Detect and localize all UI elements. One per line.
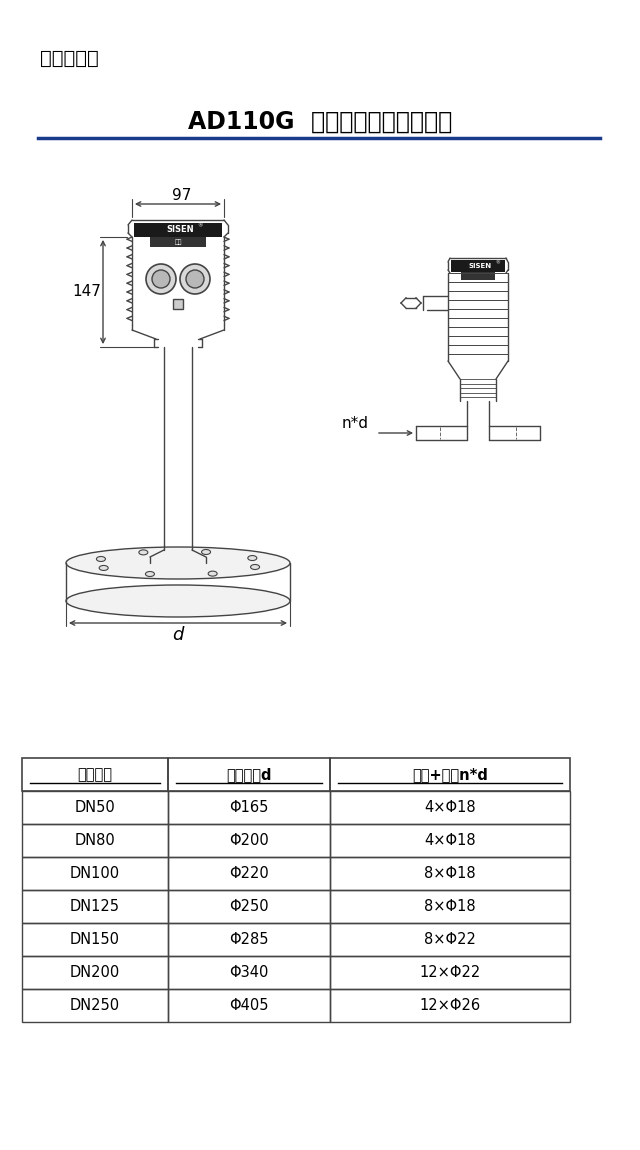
- Bar: [22, 857, 168, 890]
- Ellipse shape: [208, 572, 217, 576]
- Text: 8×Φ18: 8×Φ18: [424, 899, 476, 914]
- Bar: [22, 923, 168, 956]
- Text: 147: 147: [72, 284, 101, 299]
- Text: DN250: DN250: [70, 998, 120, 1013]
- Text: 4×Φ18: 4×Φ18: [424, 833, 476, 848]
- Text: 法兰规格: 法兰规格: [77, 767, 113, 782]
- Bar: [168, 923, 330, 956]
- Bar: [22, 825, 168, 857]
- Ellipse shape: [202, 550, 211, 554]
- Text: Φ340: Φ340: [229, 965, 269, 980]
- Ellipse shape: [99, 566, 108, 570]
- Bar: [22, 758, 168, 791]
- Bar: [173, 299, 183, 309]
- Bar: [168, 956, 330, 989]
- Ellipse shape: [248, 555, 257, 560]
- Text: Φ285: Φ285: [229, 932, 269, 946]
- Text: DN50: DN50: [75, 800, 115, 815]
- Text: DN80: DN80: [75, 833, 115, 848]
- Text: 产品尺寸图: 产品尺寸图: [40, 48, 99, 68]
- Text: Φ200: Φ200: [229, 833, 269, 848]
- Text: 孔数+孔径n*d: 孔数+孔径n*d: [412, 767, 488, 782]
- Bar: [22, 956, 168, 989]
- Text: 97: 97: [172, 189, 192, 204]
- Bar: [22, 791, 168, 825]
- Bar: [168, 791, 330, 825]
- Bar: [168, 890, 330, 923]
- Bar: [168, 825, 330, 857]
- Text: ®: ®: [197, 223, 203, 229]
- Ellipse shape: [66, 547, 290, 578]
- Ellipse shape: [139, 550, 148, 555]
- Text: Φ165: Φ165: [229, 800, 269, 815]
- Text: SISEN: SISEN: [468, 263, 492, 269]
- Text: 8×Φ18: 8×Φ18: [424, 866, 476, 881]
- Bar: [330, 890, 570, 923]
- Text: 法兰外径d: 法兰外径d: [227, 767, 272, 782]
- Circle shape: [186, 270, 204, 288]
- Text: ®: ®: [495, 261, 500, 266]
- Bar: [134, 223, 222, 237]
- Ellipse shape: [97, 557, 106, 561]
- Text: DN150: DN150: [70, 932, 120, 946]
- Bar: [150, 237, 206, 247]
- Text: Φ220: Φ220: [229, 866, 269, 881]
- Text: Φ250: Φ250: [229, 899, 269, 914]
- Bar: [461, 273, 495, 279]
- Text: d: d: [172, 626, 184, 644]
- Bar: [330, 791, 570, 825]
- Bar: [22, 890, 168, 923]
- Text: 8×Φ22: 8×Φ22: [424, 932, 476, 946]
- Circle shape: [180, 264, 210, 294]
- Circle shape: [146, 264, 176, 294]
- Ellipse shape: [250, 565, 260, 569]
- Text: 12×Φ22: 12×Φ22: [419, 965, 481, 980]
- Bar: [330, 857, 570, 890]
- Text: Φ405: Φ405: [229, 998, 269, 1013]
- Bar: [168, 857, 330, 890]
- Bar: [330, 956, 570, 989]
- Bar: [330, 989, 570, 1022]
- Bar: [330, 923, 570, 956]
- Bar: [168, 758, 330, 791]
- Text: DN125: DN125: [70, 899, 120, 914]
- Ellipse shape: [145, 572, 154, 576]
- Text: SISEN: SISEN: [166, 225, 194, 235]
- Bar: [330, 758, 570, 791]
- Text: DN200: DN200: [70, 965, 120, 980]
- Text: 12×Φ26: 12×Φ26: [419, 998, 481, 1013]
- Text: 4×Φ18: 4×Φ18: [424, 800, 476, 815]
- Circle shape: [152, 270, 170, 288]
- Ellipse shape: [66, 585, 290, 618]
- Text: n*d: n*d: [342, 415, 369, 430]
- Bar: [451, 260, 505, 273]
- Bar: [22, 989, 168, 1022]
- Text: DN100: DN100: [70, 866, 120, 881]
- Text: AD110G  卫生平面型雷达物位计: AD110G 卫生平面型雷达物位计: [188, 110, 452, 135]
- Bar: [168, 989, 330, 1022]
- Text: 宾点: 宾点: [174, 239, 182, 245]
- Bar: [330, 825, 570, 857]
